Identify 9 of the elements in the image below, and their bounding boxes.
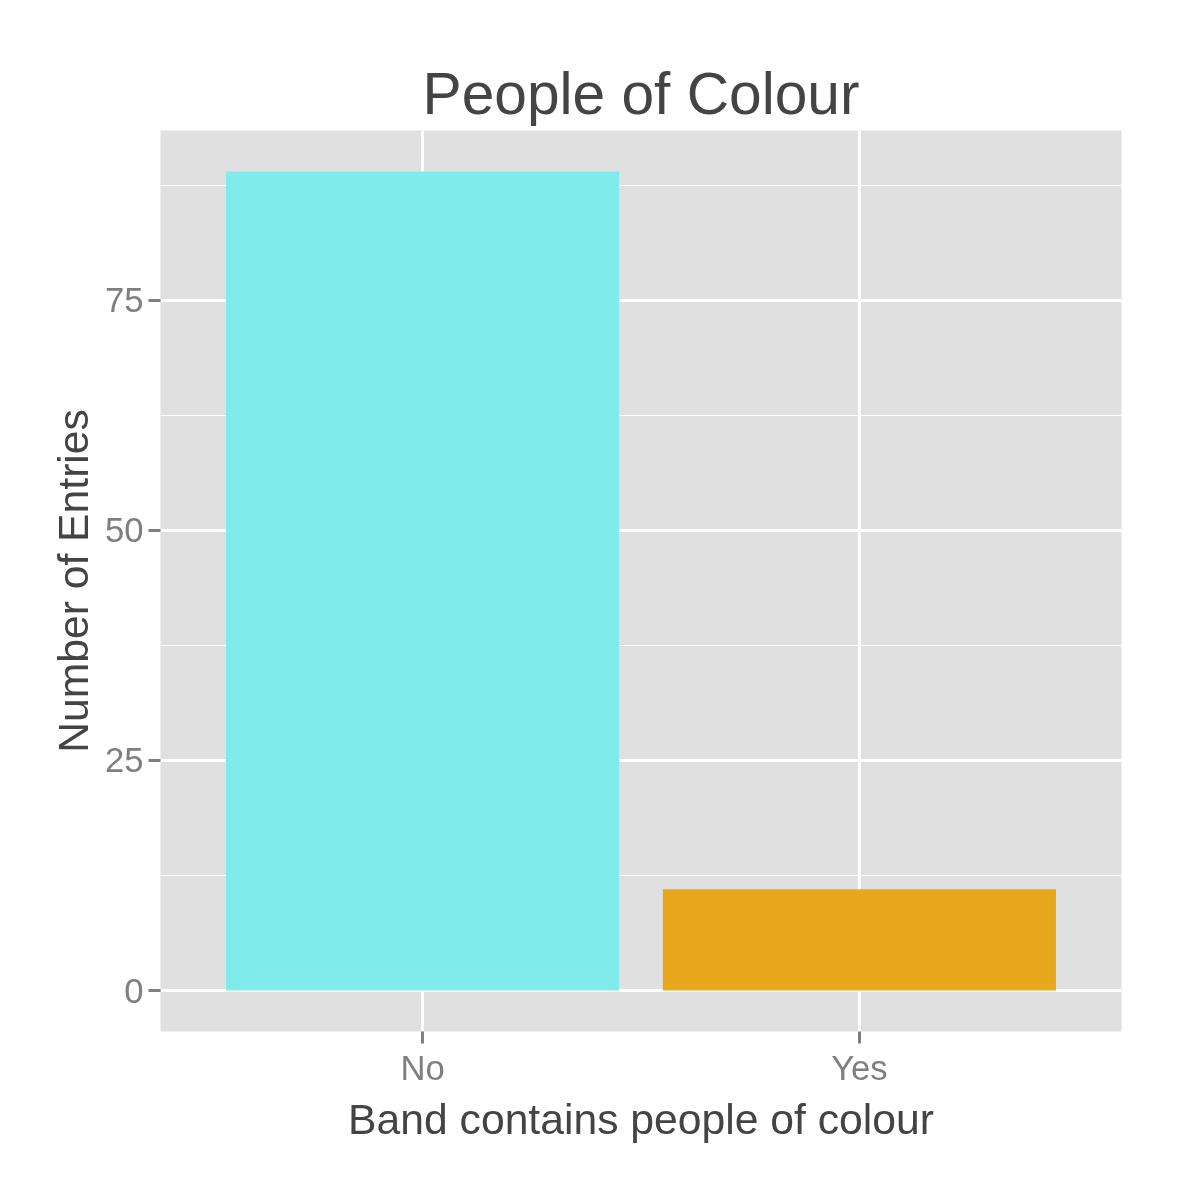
y-tick-label: 25: [104, 741, 144, 780]
y-tick-label: 0: [124, 971, 144, 1010]
x-tick-label: No: [400, 1048, 445, 1087]
x-tick-label: Yes: [831, 1048, 888, 1087]
y-axis-title: Number of Entries: [48, 409, 97, 753]
chart-title: People of Colour: [422, 60, 860, 126]
y-tick-label: 75: [104, 281, 144, 320]
y-tick-label: 50: [104, 511, 144, 550]
x-axis-title: Band contains people of colour: [348, 1094, 934, 1143]
